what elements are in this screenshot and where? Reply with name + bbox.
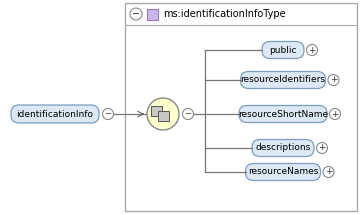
FancyBboxPatch shape xyxy=(240,71,325,89)
Text: +: + xyxy=(331,110,339,119)
Circle shape xyxy=(183,108,194,119)
Circle shape xyxy=(316,143,328,153)
Circle shape xyxy=(306,45,318,55)
FancyBboxPatch shape xyxy=(239,106,327,122)
FancyBboxPatch shape xyxy=(11,105,99,123)
Text: −: − xyxy=(185,110,192,119)
Text: resourceShortName: resourceShortName xyxy=(238,110,328,119)
Text: resourceNames: resourceNames xyxy=(248,168,318,177)
Text: −: − xyxy=(132,9,140,19)
Text: identificationInfo: identificationInfo xyxy=(17,110,94,119)
Text: ms:identificationInfoType: ms:identificationInfoType xyxy=(163,9,285,19)
Circle shape xyxy=(103,108,113,119)
FancyBboxPatch shape xyxy=(158,111,169,121)
FancyBboxPatch shape xyxy=(246,163,320,180)
Circle shape xyxy=(130,8,142,20)
FancyBboxPatch shape xyxy=(262,42,304,58)
Circle shape xyxy=(329,108,341,119)
Text: +: + xyxy=(325,168,332,177)
Text: +: + xyxy=(330,76,337,85)
FancyBboxPatch shape xyxy=(147,9,158,19)
Text: descriptions: descriptions xyxy=(255,144,311,153)
Circle shape xyxy=(328,74,339,86)
Text: public: public xyxy=(269,46,297,55)
FancyBboxPatch shape xyxy=(125,3,357,211)
Text: resourceIdentifiers: resourceIdentifiers xyxy=(240,76,325,85)
FancyBboxPatch shape xyxy=(252,140,314,156)
FancyBboxPatch shape xyxy=(151,106,162,116)
Circle shape xyxy=(323,166,334,177)
Text: +: + xyxy=(308,46,316,55)
Text: +: + xyxy=(318,144,326,153)
Text: −: − xyxy=(104,110,112,119)
Circle shape xyxy=(147,98,179,130)
